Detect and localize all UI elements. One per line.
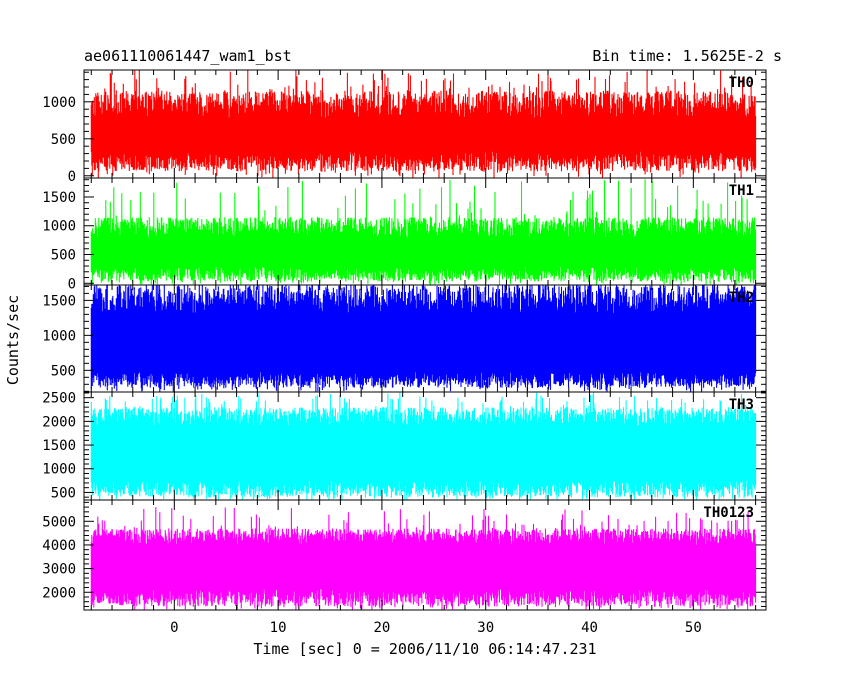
y-tick-label: 5000 [42,514,76,530]
y-tick-label: 1500 [42,438,76,454]
y-tick-label: 0 [68,276,76,292]
y-tick-label: 1000 [42,328,76,344]
panel-label: TH3 [729,397,754,413]
y-tick-label: 500 [51,363,76,379]
x-tick-label: 0 [170,620,178,636]
panel-th0123: 2000 3000 4000 5000 TH0123 [42,499,767,611]
chart-title: ae061110061447_wam1_bst [84,47,292,65]
y-tick-label: 0 [68,169,76,185]
series-line-th0 [90,70,757,178]
x-axis-label: Time [sec] 0 = 2006/11/10 06:14:47.231 [253,640,596,658]
y-tick-label: 1000 [42,95,76,111]
y-tick-label: 3000 [42,562,76,578]
y-tick-label: 500 [51,248,76,264]
x-tick-label: 20 [373,620,390,636]
bin-time-label: Bin time: 1.5625E-2 s [592,47,782,65]
y-tick-label: 500 [51,132,76,148]
y-tick-label: 2000 [42,585,76,601]
y-axis-label: Counts/sec [4,295,22,385]
panel-label: TH1 [729,183,754,199]
y-tick-label: 2000 [42,414,76,430]
y-tick-label: 1000 [42,462,76,478]
panel-th3: 500 1000 1500 2000 2500 TH3 [42,391,767,501]
y-tick-label: 500 [51,485,76,501]
panel-label: TH0 [729,75,754,91]
series-line-th0123 [90,507,757,610]
series-line-th1 [90,179,757,285]
panel-label: TH2 [729,290,754,306]
x-tick-label: 10 [270,620,287,636]
x-tick-label: 40 [581,620,598,636]
y-tick-label: 2500 [42,391,76,407]
panel-frame [83,499,767,611]
y-tick-label: 4000 [42,538,76,554]
panel-th0: 0 500 1000 TH0 [42,69,767,185]
panel-th1: 0 500 1000 1500 TH1 [42,177,767,292]
y-tick-label: 1500 [42,293,76,309]
panel-label: TH0123 [703,505,754,521]
series-line-th2 [90,285,757,392]
x-tick-label: 50 [685,620,702,636]
panel-th2: 500 1000 1500 TH2 [42,284,767,393]
y-tick-label: 1000 [42,219,76,235]
x-tick-label: 30 [477,620,494,636]
y-tick-label: 1500 [42,190,76,206]
series-line-th3 [90,392,757,500]
